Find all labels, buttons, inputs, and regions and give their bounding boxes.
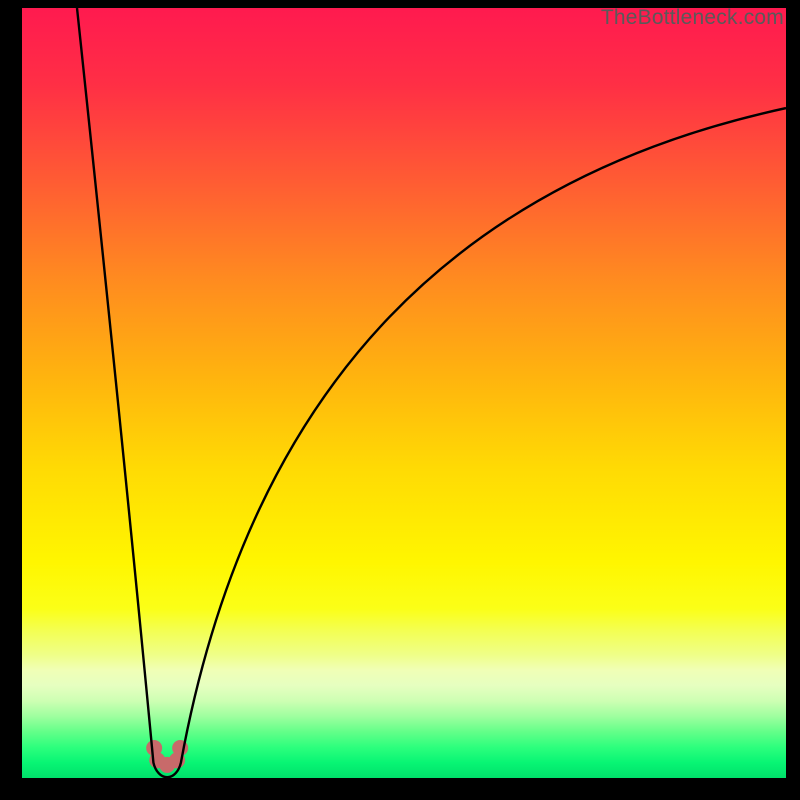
bottleneck-curve (77, 8, 786, 777)
plot-area (22, 8, 786, 778)
curve-layer (22, 8, 786, 778)
chart-frame (0, 0, 800, 800)
watermark-text: TheBottleneck.com (601, 6, 784, 30)
